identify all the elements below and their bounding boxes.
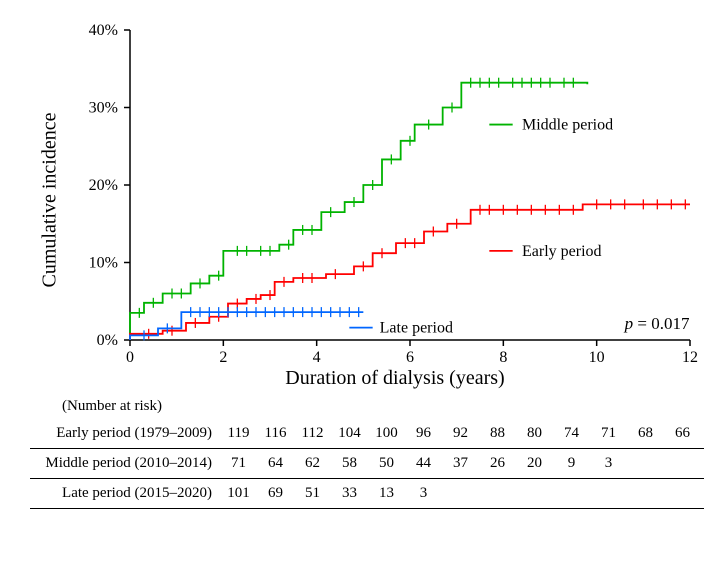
risk-row-label: Early period (1979–2009) <box>30 425 220 442</box>
risk-row: Middle period (2010–2014)716462585044372… <box>30 449 704 479</box>
risk-value: 20 <box>516 455 553 472</box>
survival-chart: 0% 10% 20% 30% 40% 0 2 4 6 8 10 12 Middle period Earl… <box>10 10 710 390</box>
risk-value: 51 <box>294 485 331 502</box>
svg-text:Middle period: Middle period <box>522 117 613 134</box>
svg-text:Early period: Early period <box>522 243 602 260</box>
risk-value: 68 <box>627 425 664 442</box>
svg-text:30%: 30% <box>89 100 118 117</box>
risk-value: 112 <box>294 425 331 442</box>
svg-text:Late period: Late period <box>380 320 453 337</box>
risk-value: 50 <box>368 455 405 472</box>
risk-value: 64 <box>257 455 294 472</box>
risk-value: 37 <box>442 455 479 472</box>
risk-row-label: Middle period (2010–2014) <box>30 455 220 472</box>
svg-text:4: 4 <box>313 349 321 366</box>
risk-value: 33 <box>331 485 368 502</box>
svg-text:20%: 20% <box>89 177 118 194</box>
svg-text:2: 2 <box>219 349 227 366</box>
x-axis-label: Duration of dialysis (years) <box>285 367 504 390</box>
svg-text:p = 0.017: p = 0.017 <box>624 314 690 333</box>
risk-value: 104 <box>331 425 368 442</box>
y-axis-label: Cumulative incidence <box>38 113 61 288</box>
risk-value: 13 <box>368 485 405 502</box>
risk-value: 62 <box>294 455 331 472</box>
svg-text:40%: 40% <box>89 22 118 39</box>
risk-value: 92 <box>442 425 479 442</box>
risk-value: 66 <box>664 425 701 442</box>
risk-row-values: 101695133133 <box>220 485 442 502</box>
chart-container: 0% 10% 20% 30% 40% 0 2 4 6 8 10 12 Middle period Earl… <box>10 10 710 390</box>
risk-value: 9 <box>553 455 590 472</box>
risk-value: 3 <box>405 485 442 502</box>
number-at-risk-table: (Number at risk) Early period (1979–2009… <box>10 398 704 509</box>
svg-text:0%: 0% <box>97 332 118 349</box>
risk-value: 96 <box>405 425 442 442</box>
svg-text:8: 8 <box>499 349 507 366</box>
svg-text:0: 0 <box>126 349 134 366</box>
risk-value: 100 <box>368 425 405 442</box>
risk-value: 88 <box>479 425 516 442</box>
risk-value: 116 <box>257 425 294 442</box>
risk-value: 3 <box>590 455 627 472</box>
risk-value: 26 <box>479 455 516 472</box>
risk-value: 80 <box>516 425 553 442</box>
risk-value: 71 <box>590 425 627 442</box>
risk-row-label: Late period (2015–2020) <box>30 485 220 502</box>
svg-text:10: 10 <box>589 349 605 366</box>
risk-row-values: 71646258504437262093 <box>220 455 627 472</box>
risk-value: 101 <box>220 485 257 502</box>
risk-value: 71 <box>220 455 257 472</box>
risk-value: 58 <box>331 455 368 472</box>
risk-row-values: 1191161121041009692888074716866 <box>220 425 701 442</box>
svg-text:6: 6 <box>406 349 414 366</box>
risk-value: 44 <box>405 455 442 472</box>
risk-value: 74 <box>553 425 590 442</box>
svg-text:10%: 10% <box>89 255 118 272</box>
risk-table-header: (Number at risk) <box>62 398 704 415</box>
svg-text:12: 12 <box>682 349 698 366</box>
risk-value: 69 <box>257 485 294 502</box>
risk-value: 119 <box>220 425 257 442</box>
risk-row: Late period (2015–2020)101695133133 <box>30 479 704 509</box>
risk-row: Early period (1979–2009)1191161121041009… <box>30 419 704 449</box>
